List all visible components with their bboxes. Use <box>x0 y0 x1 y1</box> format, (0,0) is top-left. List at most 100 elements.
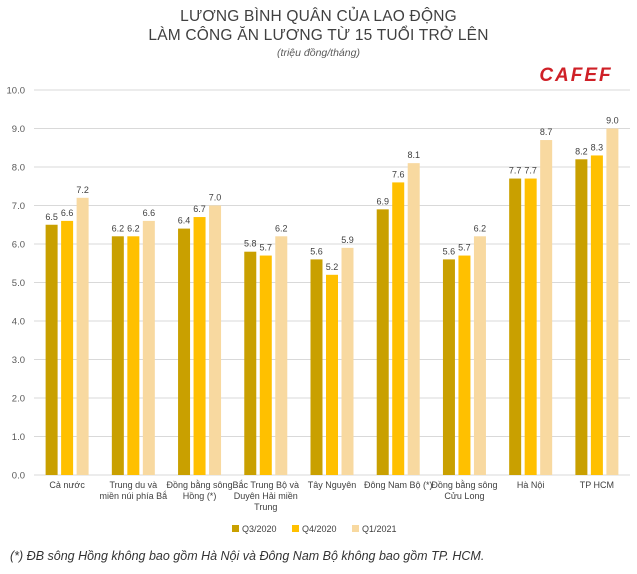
x-tick-label-line: miền núi phía Bắ <box>100 491 168 501</box>
data-label: 6.2 <box>127 223 140 233</box>
data-label: 7.6 <box>392 169 405 179</box>
bar <box>407 163 420 475</box>
bar <box>193 217 206 476</box>
x-tick-label: Cả nước <box>49 480 85 490</box>
x-tick-label: Hà Nội <box>517 480 545 490</box>
data-label: 6.5 <box>45 212 58 222</box>
data-label: 6.2 <box>474 223 487 233</box>
legend-label: Q4/2020 <box>302 524 337 534</box>
y-tick-label: 8.0 <box>12 163 25 174</box>
data-label: 8.2 <box>575 146 588 156</box>
bar <box>310 259 323 475</box>
x-tick-label: Đông Nam Bộ (*) <box>364 480 433 490</box>
x-tick-label-line: Hà Nội <box>517 480 545 490</box>
data-label: 9.0 <box>606 116 619 126</box>
x-tick-label-line: Cửu Long <box>444 491 484 501</box>
bar <box>590 155 603 475</box>
bar <box>606 128 619 475</box>
data-label: 8.1 <box>407 150 420 160</box>
chart-title-line2: LÀM CÔNG ĂN LƯƠNG TỪ 15 TUỔI TRỞ LÊN <box>148 27 489 44</box>
data-label: 8.3 <box>591 142 604 152</box>
y-tick-label: 4.0 <box>12 317 25 328</box>
y-tick-label: 5.0 <box>12 278 25 289</box>
bar <box>259 255 272 475</box>
legend-label: Q3/2020 <box>242 524 277 534</box>
bar <box>326 274 338 475</box>
bar <box>509 178 522 476</box>
x-tick-label: Đồng bằng sông Cửu Long <box>431 480 497 501</box>
x-tick-label-line: TP HCM <box>580 480 614 490</box>
bar <box>442 259 455 475</box>
y-tick-label: 2.0 <box>12 394 25 405</box>
x-tick-label-line: Tây Nguyên <box>308 480 357 490</box>
legend-swatch <box>232 525 239 532</box>
bar <box>458 255 471 475</box>
chart-subtitle: (triệu đồng/tháng) <box>277 47 360 59</box>
x-tick-label: TP HCM <box>580 480 614 490</box>
x-tick-label-line: Duyên Hải miền <box>234 491 298 501</box>
x-tick-label: Bắc Trung Bộ và Duyên Hải miền Trung <box>233 480 300 512</box>
bar <box>111 236 124 475</box>
bar <box>341 247 354 475</box>
cafef-logo-text: CAFEF <box>539 65 612 85</box>
legend-label: Q1/2021 <box>362 524 397 534</box>
chart-title-line1: LƯƠNG BÌNH QUÂN CỦA LAO ĐỘNG <box>180 8 457 25</box>
data-label: 5.7 <box>260 243 273 253</box>
bar <box>540 140 553 476</box>
data-label: 6.9 <box>376 196 389 206</box>
data-label: 5.8 <box>244 239 257 249</box>
data-label: 7.0 <box>209 193 222 203</box>
y-tick-label: 1.0 <box>12 432 25 443</box>
data-label: 6.4 <box>178 216 191 226</box>
bar <box>142 220 155 475</box>
data-label: 5.2 <box>326 262 339 272</box>
bar <box>575 159 588 476</box>
bar <box>376 209 389 475</box>
y-tick-label: 0.0 <box>12 471 25 482</box>
data-label: 6.6 <box>61 208 74 218</box>
data-label: 5.6 <box>443 246 456 256</box>
x-tick-label-line: Đồng bằng sông <box>167 480 233 490</box>
data-label: 5.9 <box>341 235 354 245</box>
data-label: 7.7 <box>509 166 522 176</box>
y-tick-label: 7.0 <box>12 201 25 212</box>
bar <box>178 228 191 475</box>
x-tick-label-line: Trung <box>254 502 277 512</box>
bar <box>392 182 405 475</box>
x-tick-label-line: Đông Nam Bộ (*) <box>364 480 433 490</box>
data-label: 5.7 <box>458 243 471 253</box>
bar <box>209 205 222 475</box>
bar <box>473 236 486 475</box>
legend-swatch <box>352 525 359 532</box>
data-label: 7.2 <box>76 185 89 195</box>
x-tick-label-line: Đồng bằng sông <box>431 480 497 490</box>
data-label: 6.7 <box>193 204 206 214</box>
x-tick-label-line: Hồng (*) <box>183 491 217 501</box>
y-tick-label: 9.0 <box>12 124 25 135</box>
bar <box>244 251 257 475</box>
bar <box>127 236 140 475</box>
y-tick-label: 6.0 <box>12 240 25 251</box>
bar <box>76 197 89 476</box>
x-tick-label-line: Cả nước <box>49 480 85 490</box>
x-tick-label-line: Bắc Trung Bộ và <box>233 480 300 490</box>
x-tick-label: Đồng bằng sông Hồng (*) <box>167 480 233 501</box>
data-label: 6.2 <box>112 223 125 233</box>
footnote: (*) ĐB sông Hồng không bao gồm Hà Nội và… <box>10 549 485 563</box>
bar <box>275 236 288 475</box>
bar <box>61 220 74 475</box>
legend-swatch <box>292 525 299 532</box>
data-label: 6.2 <box>275 223 288 233</box>
data-label: 8.7 <box>540 127 553 137</box>
data-label: 6.6 <box>143 208 156 218</box>
x-tick-label-line: Trung du và <box>109 480 157 490</box>
cafef-logo: CAFEF <box>539 65 612 85</box>
x-tick-label: Tây Nguyên <box>308 480 357 490</box>
x-tick-label: Trung du và miền núi phía Bắ <box>100 480 168 501</box>
bar <box>45 224 58 475</box>
y-tick-label: 3.0 <box>12 355 25 366</box>
data-label: 7.7 <box>524 166 537 176</box>
y-tick-label: 10.0 <box>7 86 26 97</box>
bar <box>524 178 537 476</box>
